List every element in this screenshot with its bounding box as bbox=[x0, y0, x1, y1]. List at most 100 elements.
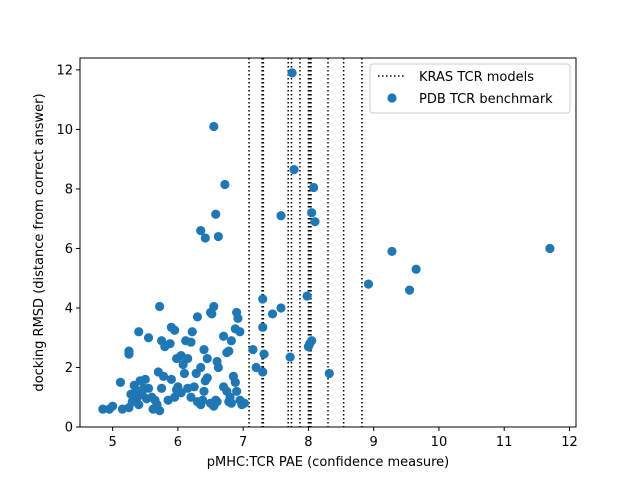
legend-marker-swatch bbox=[387, 93, 397, 103]
scatter-point bbox=[307, 208, 317, 218]
scatter-point bbox=[186, 392, 196, 402]
scatter-point bbox=[258, 367, 268, 377]
scatter-point bbox=[289, 164, 299, 175]
scatter-point bbox=[143, 333, 154, 343]
scatter-point bbox=[232, 386, 242, 396]
scatter-point bbox=[179, 368, 190, 379]
scatter-point bbox=[363, 279, 374, 289]
scatter-point bbox=[276, 211, 286, 221]
scatter-point bbox=[140, 374, 150, 384]
scatter-point bbox=[186, 337, 196, 347]
scatter-point bbox=[309, 182, 319, 193]
y-axis-ticks: 0 2 4 6 8 10 12 bbox=[56, 63, 80, 436]
y-tick-label: 10 bbox=[56, 123, 73, 138]
scatter-point bbox=[230, 377, 240, 387]
scatter-point bbox=[170, 325, 180, 335]
scatter-point bbox=[285, 352, 295, 362]
scatter-point bbox=[209, 301, 219, 312]
scatter-point bbox=[115, 377, 126, 387]
scatter-point bbox=[233, 313, 243, 323]
scatter-point bbox=[143, 383, 154, 393]
scatter-point bbox=[387, 246, 397, 257]
x-tick-label: 12 bbox=[561, 435, 578, 450]
scatter-point bbox=[158, 371, 169, 382]
scatter-point bbox=[545, 243, 555, 254]
x-tick-label: 5 bbox=[108, 435, 116, 450]
y-tick-label: 12 bbox=[56, 63, 73, 78]
scatter-point bbox=[199, 345, 209, 355]
x-tick-label: 6 bbox=[174, 435, 182, 450]
scatter-point bbox=[267, 309, 278, 319]
y-tick-label: 6 bbox=[65, 242, 73, 257]
scatter-point bbox=[202, 373, 212, 383]
scatter-point bbox=[220, 179, 230, 190]
y-tick-label: 2 bbox=[65, 361, 73, 376]
scatter-point bbox=[224, 346, 234, 356]
y-axis-label: docking RMSD (distance from correct answ… bbox=[32, 93, 47, 391]
x-tick-label: 7 bbox=[239, 435, 247, 450]
scatter-point bbox=[226, 336, 237, 346]
scatter-point bbox=[200, 233, 210, 243]
scatter-point bbox=[187, 327, 197, 337]
scatter-point bbox=[239, 398, 250, 408]
scatter-point bbox=[166, 374, 176, 384]
scatter-point bbox=[196, 362, 206, 373]
scatter-point bbox=[156, 383, 167, 393]
plot-area bbox=[98, 58, 555, 427]
scatter-point bbox=[258, 322, 268, 332]
scatter-point bbox=[213, 231, 223, 242]
scatter-point bbox=[165, 339, 175, 349]
scatter-point bbox=[226, 398, 237, 408]
scatter-point bbox=[134, 400, 144, 410]
scatter-point bbox=[258, 294, 268, 304]
scatter-point bbox=[134, 327, 144, 337]
legend-label-kras: KRAS TCR models bbox=[419, 70, 534, 85]
scatter-point bbox=[248, 345, 258, 355]
scatter-point bbox=[212, 397, 222, 407]
scatter-point bbox=[183, 353, 193, 364]
scatter-point bbox=[287, 68, 297, 78]
x-tick-label: 8 bbox=[304, 435, 312, 450]
scatter-point bbox=[302, 291, 312, 301]
scatter-point bbox=[170, 392, 180, 402]
y-tick-label: 0 bbox=[65, 421, 73, 436]
scatter-point bbox=[213, 362, 223, 373]
scatter-point bbox=[324, 368, 334, 379]
scatter-point bbox=[176, 388, 186, 398]
x-axis-ticks: 5 6 7 8 9 10 11 12 bbox=[108, 427, 578, 450]
scatter-point bbox=[207, 309, 217, 319]
scatter-point bbox=[411, 264, 421, 274]
plot-frame bbox=[79, 57, 577, 428]
scatter-point bbox=[209, 121, 219, 132]
x-tick-label: 10 bbox=[431, 435, 448, 450]
scatter-point bbox=[276, 303, 286, 313]
scatter-point bbox=[218, 331, 229, 341]
scatter-point bbox=[251, 362, 261, 373]
legend: KRAS TCR models PDB TCR benchmark bbox=[369, 63, 571, 114]
scatter-point bbox=[307, 336, 317, 346]
y-tick-label: 4 bbox=[65, 301, 73, 316]
scatter-point bbox=[189, 382, 199, 392]
scatter-point bbox=[196, 225, 206, 236]
legend-box bbox=[369, 63, 571, 114]
x-tick-label: 11 bbox=[496, 435, 513, 450]
scatter-point bbox=[155, 301, 165, 312]
x-axis-label: pMHC:TCR PAE (confidence measure) bbox=[207, 455, 450, 470]
scatter-point bbox=[202, 353, 212, 364]
scatter-point bbox=[310, 217, 320, 227]
scatter-point bbox=[198, 395, 208, 405]
scatter-point bbox=[259, 349, 269, 359]
scatter-point bbox=[192, 312, 203, 322]
scatter-point bbox=[404, 285, 415, 295]
scatter-point bbox=[199, 386, 209, 396]
y-tick-label: 8 bbox=[65, 182, 73, 197]
x-tick-label: 9 bbox=[370, 435, 378, 450]
scatter-point bbox=[211, 209, 221, 219]
scatter-point bbox=[108, 401, 118, 411]
scatter-point bbox=[124, 346, 134, 356]
scatter-point bbox=[235, 327, 245, 337]
legend-label-pdb: PDB TCR benchmark bbox=[419, 92, 553, 107]
scatter-point bbox=[155, 406, 165, 416]
